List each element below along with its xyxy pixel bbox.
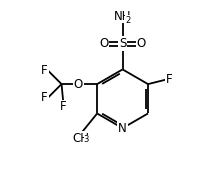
Text: O: O (74, 78, 83, 91)
Text: S: S (119, 37, 126, 50)
Text: CH: CH (73, 132, 90, 145)
Text: O: O (137, 37, 146, 50)
Text: F: F (41, 91, 48, 104)
Text: N: N (118, 122, 127, 135)
Text: 3: 3 (84, 135, 89, 144)
Text: F: F (166, 73, 173, 86)
Text: 2: 2 (125, 15, 131, 25)
Text: NH: NH (114, 10, 131, 23)
Text: O: O (99, 37, 109, 50)
Text: F: F (41, 64, 48, 77)
Text: F: F (60, 100, 67, 113)
